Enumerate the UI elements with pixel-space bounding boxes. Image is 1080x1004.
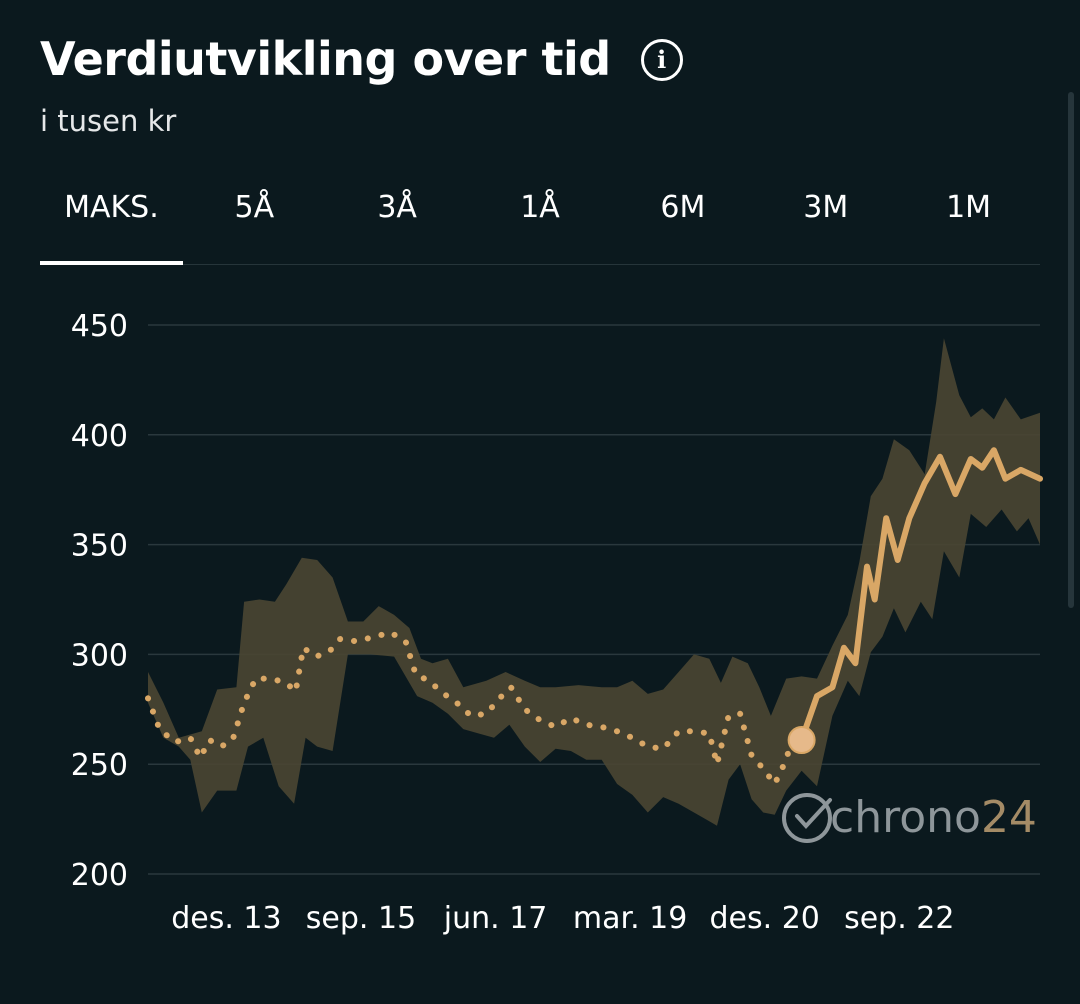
y-tick-label: 250 xyxy=(71,748,128,783)
tab-1m[interactable]: 1M xyxy=(946,190,992,225)
x-tick-label: mar. 19 xyxy=(573,901,687,936)
period-tabs: MAKS. 5Å 3Å 1Å 6M 3M 1M xyxy=(40,180,1040,265)
tab-3m[interactable]: 3M xyxy=(803,190,849,225)
chart-lines xyxy=(145,447,1043,787)
y-tick-label: 200 xyxy=(71,858,128,893)
title-row: Verdiutvikling over tid i xyxy=(40,32,683,87)
svg-text:chrono24: chrono24 xyxy=(830,792,1037,843)
watermark-text: chrono xyxy=(830,792,981,843)
tab-max[interactable]: MAKS. xyxy=(40,180,183,265)
scrollbar[interactable] xyxy=(1068,92,1074,608)
tab-3y[interactable]: 3Å xyxy=(377,190,417,225)
x-tick-label: jun. 17 xyxy=(443,901,548,936)
x-tick-label: des. 13 xyxy=(171,901,281,936)
chart-unit-subtitle: i tusen kr xyxy=(40,104,177,138)
tab-6m[interactable]: 6M xyxy=(660,190,706,225)
chrono24-watermark: chrono24 xyxy=(782,792,1037,843)
watermark-number: 24 xyxy=(981,792,1037,843)
info-icon[interactable]: i xyxy=(640,38,683,81)
price-range-band xyxy=(148,338,1040,826)
y-tick-label: 300 xyxy=(71,638,128,673)
y-tick-label: 400 xyxy=(71,419,128,454)
historical-value-line xyxy=(145,629,797,787)
x-tick-label: des. 20 xyxy=(710,901,820,936)
tab-1y[interactable]: 1Å xyxy=(520,190,560,225)
y-tick-label: 450 xyxy=(71,309,128,344)
y-tick-label: 350 xyxy=(71,529,128,564)
current-value-line xyxy=(798,447,1043,743)
tab-5y[interactable]: 5Å xyxy=(234,190,275,225)
x-tick-label: sep. 15 xyxy=(306,901,416,936)
y-axis-ticks: 200 250 300 350 400 450 xyxy=(71,309,128,893)
highlight-point[interactable] xyxy=(787,726,816,755)
chrono24-clock-icon xyxy=(782,793,832,843)
chart-range-band xyxy=(148,338,1040,826)
x-tick-label: sep. 22 xyxy=(844,901,954,936)
page-title: Verdiutvikling over tid xyxy=(40,32,611,86)
x-axis-ticks: des. 13 sep. 15 jun. 17 mar. 19 des. 20 sep. … xyxy=(171,901,954,936)
